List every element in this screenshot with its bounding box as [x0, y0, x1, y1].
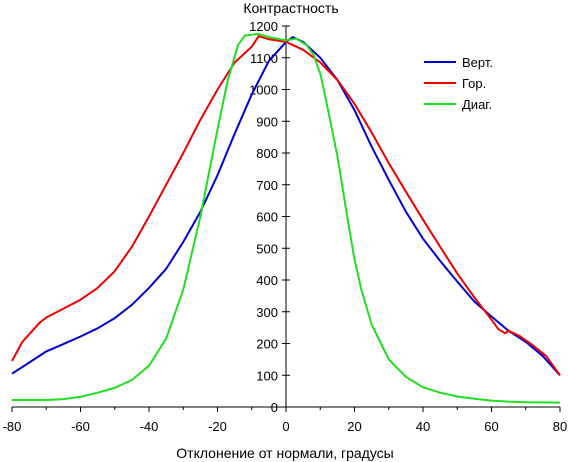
y-tick-label: 800	[256, 146, 278, 161]
y-tick-label: 100	[256, 368, 278, 383]
x-tick-label: -20	[208, 419, 227, 434]
y-tick-label: 400	[256, 273, 278, 288]
y-tick-label: 300	[256, 305, 278, 320]
y-tick-label: 200	[256, 337, 278, 352]
x-tick-label: 20	[347, 419, 361, 434]
series-line-ee0000	[11, 35, 561, 376]
y-tick-label: 1100	[250, 51, 278, 66]
x-tick-label: 80	[553, 419, 567, 434]
x-tick-label: 60	[484, 419, 498, 434]
x-ticks: -80 -60 -40 -20 0 20 40 60 80	[3, 407, 567, 434]
y-axis-label: Контрастность	[243, 0, 338, 16]
y-tick-label: 900	[256, 114, 278, 129]
y-tick-label: 0	[271, 400, 278, 415]
y-tick-label: 700	[256, 178, 278, 193]
x-tick-label: -80	[3, 419, 22, 434]
legend: Верт. Гор. Диаг.	[424, 55, 493, 112]
series-lines	[11, 32, 561, 404]
legend-label: Верт.	[462, 55, 493, 70]
y-tick-label: 1200	[249, 19, 278, 34]
series-line-22dd22	[12, 32, 561, 404]
y-axis-title: Контрастность	[243, 0, 338, 16]
x-tick-label: 0	[282, 419, 289, 434]
legend-label: Гор.	[462, 76, 486, 91]
x-axis-label: Отклонение от нормали, градусы	[176, 445, 393, 461]
x-tick-label: -60	[71, 419, 90, 434]
legend-label: Диаг.	[462, 97, 492, 112]
x-tick-label: 40	[416, 419, 430, 434]
x-tick-label: -40	[140, 419, 159, 434]
y-tick-label: 500	[256, 241, 278, 256]
y-tick-label: 600	[256, 210, 278, 225]
